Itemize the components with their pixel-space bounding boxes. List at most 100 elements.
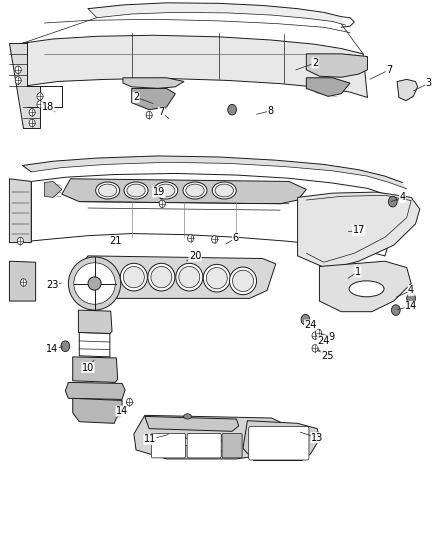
Circle shape: [61, 341, 70, 352]
Polygon shape: [134, 415, 289, 459]
Polygon shape: [145, 416, 239, 431]
Text: 10: 10: [82, 362, 94, 373]
Text: 4: 4: [408, 286, 414, 295]
Circle shape: [407, 293, 416, 304]
Text: 17: 17: [353, 225, 365, 236]
Circle shape: [29, 119, 35, 127]
Polygon shape: [306, 54, 367, 77]
Polygon shape: [65, 382, 125, 399]
Text: 2: 2: [133, 92, 139, 102]
Ellipse shape: [230, 267, 257, 295]
Polygon shape: [73, 357, 118, 382]
Polygon shape: [123, 78, 184, 88]
Ellipse shape: [233, 270, 254, 292]
Ellipse shape: [151, 266, 172, 288]
Polygon shape: [10, 43, 40, 128]
Text: 23: 23: [46, 280, 58, 290]
Circle shape: [392, 305, 400, 316]
Polygon shape: [22, 156, 407, 189]
Ellipse shape: [99, 184, 117, 197]
FancyBboxPatch shape: [151, 433, 185, 458]
FancyBboxPatch shape: [249, 426, 309, 460]
FancyBboxPatch shape: [222, 433, 242, 458]
Ellipse shape: [349, 281, 384, 297]
Polygon shape: [88, 3, 346, 25]
Circle shape: [37, 101, 43, 108]
Polygon shape: [132, 88, 175, 110]
Text: 25: 25: [321, 351, 333, 361]
Ellipse shape: [148, 263, 175, 291]
Polygon shape: [297, 192, 420, 269]
Text: 24: 24: [304, 320, 317, 330]
Ellipse shape: [186, 184, 204, 197]
Polygon shape: [22, 35, 367, 98]
Circle shape: [127, 398, 133, 406]
Ellipse shape: [176, 263, 203, 291]
Circle shape: [15, 77, 21, 84]
Polygon shape: [319, 261, 411, 312]
Ellipse shape: [120, 263, 148, 291]
Ellipse shape: [88, 277, 101, 290]
Text: 14: 14: [116, 406, 128, 416]
Text: 9: 9: [328, 332, 335, 342]
Ellipse shape: [212, 182, 236, 199]
Text: 24: 24: [318, 336, 330, 346]
Circle shape: [17, 237, 23, 245]
Text: 21: 21: [109, 236, 121, 246]
Ellipse shape: [156, 184, 175, 197]
Circle shape: [159, 200, 165, 207]
Text: 14: 14: [46, 344, 58, 354]
Ellipse shape: [127, 184, 145, 197]
FancyBboxPatch shape: [187, 433, 221, 458]
Circle shape: [37, 93, 43, 100]
Circle shape: [146, 111, 152, 119]
Polygon shape: [71, 256, 276, 298]
Text: 18: 18: [42, 102, 54, 112]
Circle shape: [212, 236, 218, 243]
Ellipse shape: [179, 266, 200, 288]
Ellipse shape: [68, 257, 121, 310]
Ellipse shape: [95, 182, 120, 199]
Ellipse shape: [203, 264, 230, 292]
Ellipse shape: [74, 263, 115, 304]
Circle shape: [301, 314, 310, 325]
Polygon shape: [306, 78, 350, 96]
Polygon shape: [78, 310, 112, 334]
Polygon shape: [243, 421, 319, 461]
Text: 13: 13: [311, 433, 323, 443]
Polygon shape: [10, 179, 31, 243]
Ellipse shape: [206, 268, 227, 289]
Ellipse shape: [154, 182, 178, 199]
Polygon shape: [73, 398, 122, 423]
Text: 1: 1: [355, 267, 361, 277]
Text: 7: 7: [386, 65, 392, 75]
Text: 4: 4: [399, 192, 406, 203]
Text: 11: 11: [144, 434, 156, 445]
Ellipse shape: [184, 414, 191, 419]
Text: 6: 6: [233, 233, 239, 244]
Text: 8: 8: [268, 106, 274, 116]
Polygon shape: [62, 179, 306, 204]
Polygon shape: [10, 261, 35, 301]
Circle shape: [315, 329, 321, 337]
Circle shape: [20, 279, 26, 286]
Text: 3: 3: [425, 78, 431, 88]
Ellipse shape: [201, 441, 228, 451]
Ellipse shape: [215, 184, 233, 197]
Circle shape: [187, 235, 194, 242]
Polygon shape: [397, 79, 418, 101]
Circle shape: [228, 104, 237, 115]
Circle shape: [29, 109, 35, 116]
Ellipse shape: [159, 436, 190, 448]
Polygon shape: [44, 181, 62, 197]
Text: 7: 7: [158, 107, 165, 117]
Ellipse shape: [124, 182, 148, 199]
Circle shape: [389, 196, 397, 207]
Text: 2: 2: [312, 58, 318, 68]
Text: 20: 20: [189, 251, 201, 261]
Ellipse shape: [183, 182, 207, 199]
Ellipse shape: [124, 266, 145, 288]
Text: 19: 19: [152, 187, 165, 197]
Circle shape: [15, 66, 21, 74]
Circle shape: [312, 332, 318, 340]
